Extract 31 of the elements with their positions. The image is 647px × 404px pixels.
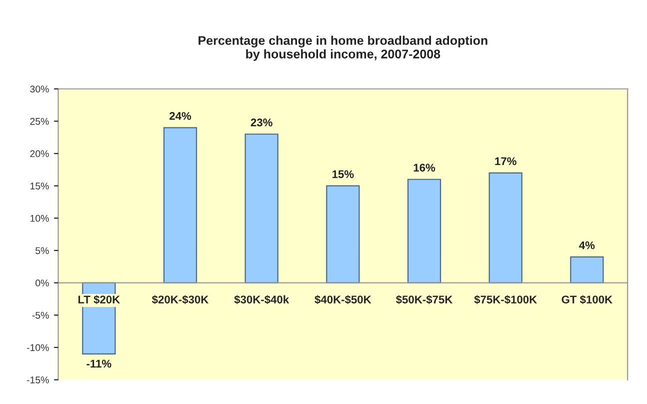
x-tick-label: $50K-$75K [396,295,453,304]
data-label: 17% [495,157,516,166]
y-tick-label: -5% [32,312,49,319]
data-label: 4% [579,241,595,250]
y-tick-label: -15% [26,376,49,384]
data-label: 15% [332,170,354,178]
bar [326,185,360,284]
y-tick-label: 0% [36,280,49,286]
x-tick-label: GT $100K [562,295,612,304]
y-tick-label: -10% [26,344,49,352]
y-tick-label: 15% [30,182,49,190]
y-tick-label: 20% [30,150,49,158]
data-label: 24% [170,112,192,120]
data-label: 23% [250,118,272,126]
y-tick-label: 25% [30,118,49,125]
bar [244,134,278,284]
data-label: -11% [86,360,112,368]
bar [570,256,604,284]
bar [407,178,442,284]
x-tick-label: $20K-$30K [152,295,209,304]
bar [488,172,522,284]
x-tick-label: $40K-$50K [314,295,372,304]
data-label: 16% [414,164,436,172]
x-tick-label: $30K-$40k [234,295,290,304]
chart-title: Percentage change in home broadband adoption by household income, 2007-2008 [198,36,488,61]
y-tick-label: 10% [30,214,49,222]
x-tick-label: $75K-$100K [474,295,537,304]
y-tick-label: 30% [30,86,49,92]
y-tick-label: 5% [36,247,49,254]
x-tick-label: LT $20K [78,295,120,304]
bar [163,127,198,284]
